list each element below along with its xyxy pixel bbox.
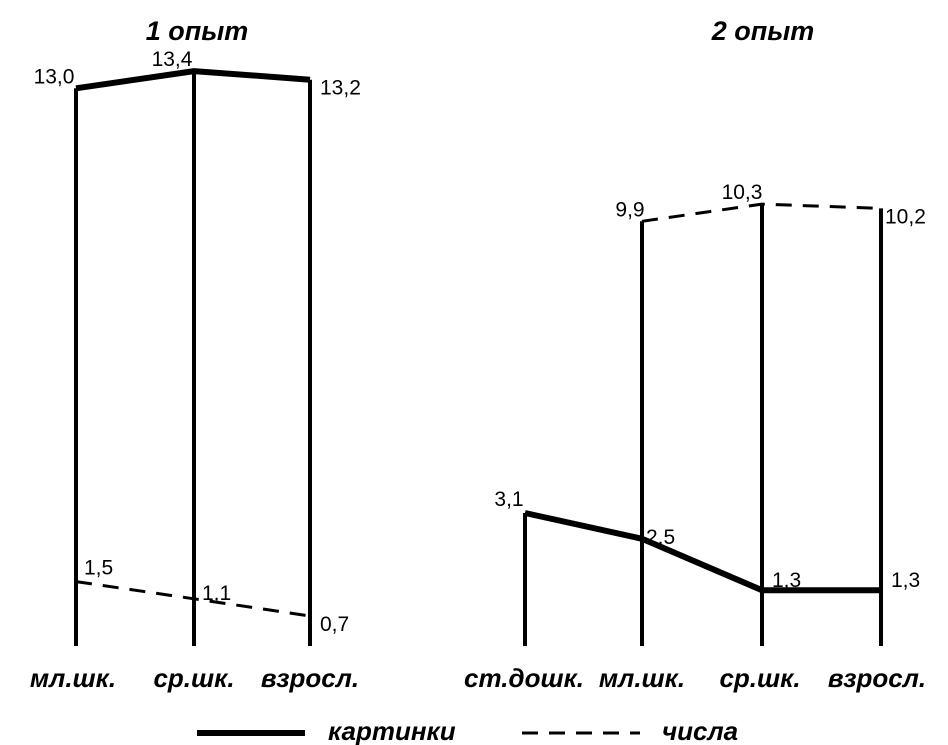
panel-2-data-label: 10,3: [722, 181, 763, 204]
panel-2: 3,1 2,5 1,3 1,3 9,9 10,3 10,2 ст.дошк. мл.шк. ср.…: [464, 181, 926, 693]
panel-1-category-label: мл.шк.: [30, 663, 116, 693]
legend-solid-label: картинки: [328, 716, 456, 745]
panel-1-data-label: 1,5: [84, 557, 113, 580]
panel-1-data-label: 13,0: [34, 65, 75, 88]
panel-2-category-label: ср.шк.: [719, 663, 800, 693]
panel-1-category-label: взросл.: [261, 663, 359, 693]
panel-2-data-label: 9,9: [615, 198, 644, 221]
panel-1-series-solid-line: [75, 68, 311, 92]
panel-1-data-label: 13,2: [320, 77, 361, 100]
panel-1-data-label: 13,4: [152, 48, 193, 71]
panel-2-category-label: ст.дошк.: [464, 663, 584, 693]
panel-2-data-label: 2,5: [646, 526, 675, 549]
panel-2-category-label: взросл.: [828, 663, 926, 693]
legend-dashed-label: числа: [662, 716, 738, 745]
panel-2-series-solid-line: [524, 510, 881, 594]
panel-1: 13,0 13,4 13,2 1,5 1,1 0,7 мл.шк. ср.шк. взросл.: [30, 48, 361, 693]
panel-2-data-label: 1,3: [891, 569, 920, 592]
panel-1-title: 1 опыт: [146, 16, 249, 46]
panel-1-series-dashed-line: [75, 580, 311, 618]
panel-1-data-label: 0,7: [320, 613, 349, 636]
legend: картинки числа: [197, 716, 738, 745]
panel-2-data-label: 10,2: [885, 205, 926, 228]
panel-2-data-label: 1,3: [772, 569, 801, 592]
panel-2-category-label: мл.шк.: [599, 663, 685, 693]
panel-1-data-label: 1,1: [202, 582, 231, 605]
panel-2-title: 2 опыт: [711, 16, 815, 46]
panel-2-series-dashed-line: [641, 202, 882, 223]
panel-1-category-label: ср.шк.: [153, 663, 234, 693]
panel-2-data-label: 3,1: [494, 488, 523, 511]
